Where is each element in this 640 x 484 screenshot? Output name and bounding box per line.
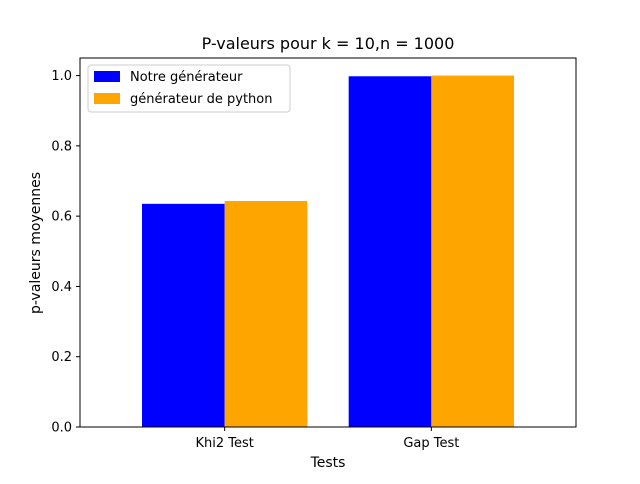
legend-box xyxy=(87,64,291,113)
bar-notre-generateur-1 xyxy=(348,76,432,427)
y-tick-label: 0.4 xyxy=(51,280,72,295)
y-tick-label: 0.2 xyxy=(51,350,72,365)
x-axis-label: Tests xyxy=(310,455,346,471)
legend-swatch-1 xyxy=(94,93,120,104)
y-tick-label: 0.8 xyxy=(51,139,72,154)
legend-label-1: générateur de python xyxy=(130,92,272,107)
y-tick-label: 0.0 xyxy=(51,421,72,436)
bar-generateur-python-0 xyxy=(224,201,308,427)
y-tick-label: 0.6 xyxy=(51,210,72,225)
bars-group xyxy=(142,75,514,428)
x-tick-label: Gap Test xyxy=(403,436,459,451)
bar-generateur-python-1 xyxy=(431,75,514,428)
y-axis-ticks: 0.0 0.2 0.4 0.6 0.8 1.0 xyxy=(51,69,80,436)
y-axis-label: p-valeurs moyennes xyxy=(28,172,44,314)
bar-notre-generateur-0 xyxy=(142,203,225,427)
x-axis-ticks: Khi2 Test Gap Test xyxy=(195,427,459,451)
legend-label-0: Notre générateur xyxy=(130,70,243,85)
axes-frame xyxy=(79,57,577,428)
x-tick-label: Khi2 Test xyxy=(195,436,253,451)
legend-swatch-0 xyxy=(94,71,120,82)
y-tick-label: 1.0 xyxy=(51,69,72,84)
legend: Notre générateur générateur de python xyxy=(87,64,291,113)
chart-title: P-valeurs pour k = 10,n = 1000 xyxy=(202,34,455,53)
